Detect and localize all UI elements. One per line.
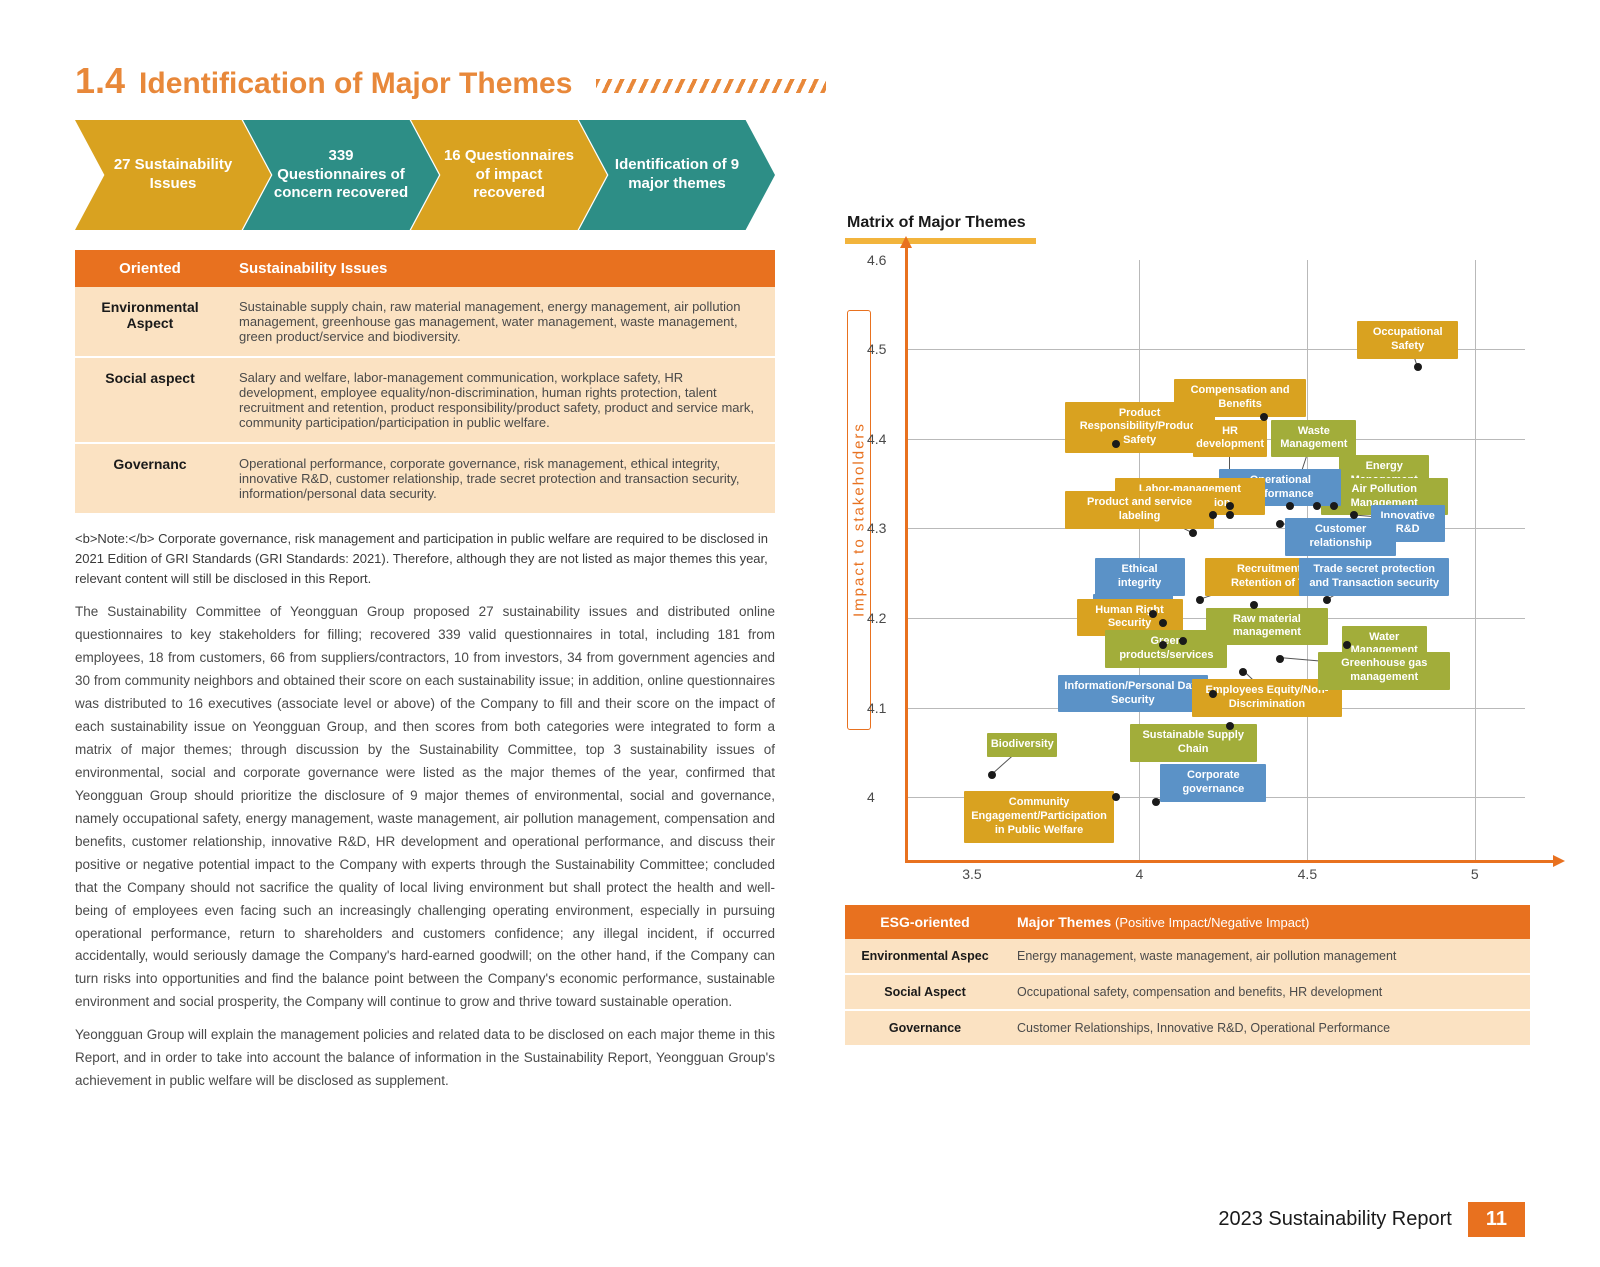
theme-label-18[interactable]: Green products/services	[1105, 630, 1227, 668]
y-tick-420: 4.2	[867, 610, 886, 626]
y-tick-440: 4.4	[867, 431, 886, 447]
legend-cell-themes-1: Occupational safety, compensation and be…	[1005, 974, 1530, 1010]
section-title: Identification of Major Themes	[139, 67, 572, 101]
major-themes-legend-table: ESG-oriented Major Themes (Positive Impa…	[845, 905, 1530, 1047]
data-point-5[interactable]	[1313, 502, 1321, 510]
theme-label-10[interactable]: Customer relationship	[1285, 518, 1396, 556]
theme-label-0[interactable]: Occupational Safety	[1357, 321, 1458, 359]
chart-x-axis-arrow	[905, 860, 1553, 863]
data-point-21[interactable]	[1239, 668, 1247, 676]
data-point-0[interactable]	[1414, 363, 1422, 371]
y-tick-460: 4.6	[867, 252, 886, 268]
data-point-4[interactable]	[1286, 502, 1294, 510]
data-point-23[interactable]	[1226, 722, 1234, 730]
footer-report-title: 2023 Sustainability Report	[1218, 1208, 1467, 1231]
chevron-step-3: 16 Questionnaires of impact recovered	[411, 120, 607, 230]
theme-label-4[interactable]: Waste Management	[1271, 420, 1356, 458]
y-tick-410: 4.1	[867, 700, 886, 716]
data-point-10[interactable]	[1276, 520, 1284, 528]
table-row: Governanc Operational performance, corpo…	[75, 443, 775, 514]
data-point-25[interactable]	[1152, 798, 1160, 806]
theme-label-14[interactable]: Ethical integrity	[1095, 558, 1185, 596]
data-point-17[interactable]	[1159, 641, 1167, 649]
process-flow-chevrons: 27 Sustainability Issues 339 Questionnai…	[75, 120, 775, 230]
theme-label-26[interactable]: Community Engagement/Participation in Pu…	[964, 791, 1114, 842]
table-row: Social aspect Salary and welfare, labor-…	[75, 357, 775, 443]
data-point-13[interactable]	[1323, 596, 1331, 604]
y-tick-400: 4	[867, 789, 875, 805]
table-cell-issues-2: Operational performance, corporate gover…	[225, 443, 775, 514]
legend-header-themes: Major Themes (Positive Impact/Negative I…	[1005, 905, 1530, 939]
x-tick-350: 3.5	[962, 866, 981, 882]
data-point-2[interactable]	[1112, 440, 1120, 448]
data-point-18[interactable]	[1179, 637, 1187, 645]
chevron-step-4: Identification of 9 major themes	[579, 120, 775, 230]
table-header-issues: Sustainability Issues	[225, 250, 775, 287]
page-section-header: 1.4 Identification of Major Themes	[75, 60, 1525, 102]
theme-label-3[interactable]: HR development	[1193, 420, 1267, 458]
x-tick-450: 4.5	[1298, 866, 1317, 882]
theme-label-11[interactable]: Product and service labeling	[1065, 491, 1213, 529]
theme-label-23[interactable]: Sustainable Supply Chain	[1130, 724, 1257, 762]
header-decoration-line	[596, 79, 826, 93]
table-row: Environmental Aspect Sustainable supply …	[75, 287, 775, 357]
data-point-1[interactable]	[1260, 413, 1268, 421]
gridline-vertical	[1475, 260, 1476, 860]
data-point-22[interactable]	[1276, 655, 1284, 663]
data-point-12[interactable]	[1196, 596, 1204, 604]
table-header-oriented: Oriented	[75, 250, 225, 287]
x-tick-500: 5	[1471, 866, 1479, 882]
chevron-step-1: 27 Sustainability Issues	[75, 120, 271, 230]
legend-row: Environmental Aspec Energy management, w…	[845, 939, 1530, 974]
data-point-11[interactable]	[1189, 529, 1197, 537]
sustainability-issues-table: Oriented Sustainability Issues Environme…	[75, 250, 775, 515]
page-footer: 2023 Sustainability Report 11	[1218, 1202, 1525, 1237]
matrix-chart-container: Matrix of Major Themes Impact to stakeho…	[845, 210, 1545, 900]
data-point-24[interactable]	[988, 771, 996, 779]
data-point-7[interactable]	[1350, 511, 1358, 519]
data-point-19[interactable]	[1343, 641, 1351, 649]
scatter-chart[interactable]: Impact to stakeholders 4.6 4.5 4.4 4.3 4…	[875, 250, 1560, 900]
theme-label-20[interactable]: Information/Personal Data Security	[1058, 675, 1208, 713]
table-cell-issues-0: Sustainable supply chain, raw material m…	[225, 287, 775, 357]
y-tick-450: 4.5	[867, 341, 886, 357]
legend-cell-esg-1: Social Aspect	[845, 974, 1005, 1010]
chart-grid-area: 4.6 4.5 4.4 4.3 4.2 4.1 4 3.5 4 4.5 5 Oc…	[905, 260, 1525, 860]
body-paragraph-1: The Sustainability Committee of Yeonggua…	[75, 601, 775, 1014]
legend-cell-esg-0: Environmental Aspec	[845, 939, 1005, 974]
data-point-14[interactable]	[1149, 610, 1157, 618]
body-paragraph-2: Yeongguan Group will explain the managem…	[75, 1024, 775, 1093]
legend-cell-themes-2: Customer Relationships, Innovative R&D, …	[1005, 1010, 1530, 1046]
legend-row: Governance Customer Relationships, Innov…	[845, 1010, 1530, 1046]
theme-label-13[interactable]: Trade secret protection and Transaction …	[1299, 558, 1449, 596]
table-footnote: <b>Note:</b> Corporate governance, risk …	[75, 529, 775, 589]
data-point-9[interactable]	[1209, 511, 1217, 519]
legend-cell-esg-2: Governance	[845, 1010, 1005, 1046]
data-point-16[interactable]	[1250, 601, 1258, 609]
data-point-8[interactable]	[1226, 511, 1234, 519]
data-point-15[interactable]	[1159, 619, 1167, 627]
table-cell-oriented-2: Governanc	[75, 443, 225, 514]
legend-row: Social Aspect Occupational safety, compe…	[845, 974, 1530, 1010]
chart-title: Matrix of Major Themes	[845, 210, 1036, 244]
section-number: 1.4	[75, 60, 125, 102]
chart-y-axis-arrow	[905, 246, 908, 860]
theme-label-25[interactable]: Corporate governance	[1160, 764, 1266, 802]
data-point-26[interactable]	[1112, 793, 1120, 801]
table-cell-oriented-1: Social aspect	[75, 357, 225, 443]
legend-cell-themes-0: Energy management, waste management, air…	[1005, 939, 1530, 974]
y-tick-430: 4.3	[867, 520, 886, 536]
data-point-6[interactable]	[1330, 502, 1338, 510]
data-point-3[interactable]	[1226, 502, 1234, 510]
table-cell-issues-1: Salary and welfare, labor-management com…	[225, 357, 775, 443]
x-tick-400: 4	[1135, 866, 1143, 882]
data-point-20[interactable]	[1209, 690, 1217, 698]
theme-label-24[interactable]: Biodiversity	[987, 733, 1057, 757]
footer-page-number: 11	[1468, 1202, 1525, 1237]
chevron-step-2: 339 Questionnaires of concern recovered	[243, 120, 439, 230]
body-paragraph-container: The Sustainability Committee of Yeonggua…	[75, 601, 775, 1093]
legend-header-esg: ESG-oriented	[845, 905, 1005, 939]
theme-label-22[interactable]: Greenhouse gas management	[1318, 652, 1451, 690]
table-cell-oriented-0: Environmental Aspect	[75, 287, 225, 357]
